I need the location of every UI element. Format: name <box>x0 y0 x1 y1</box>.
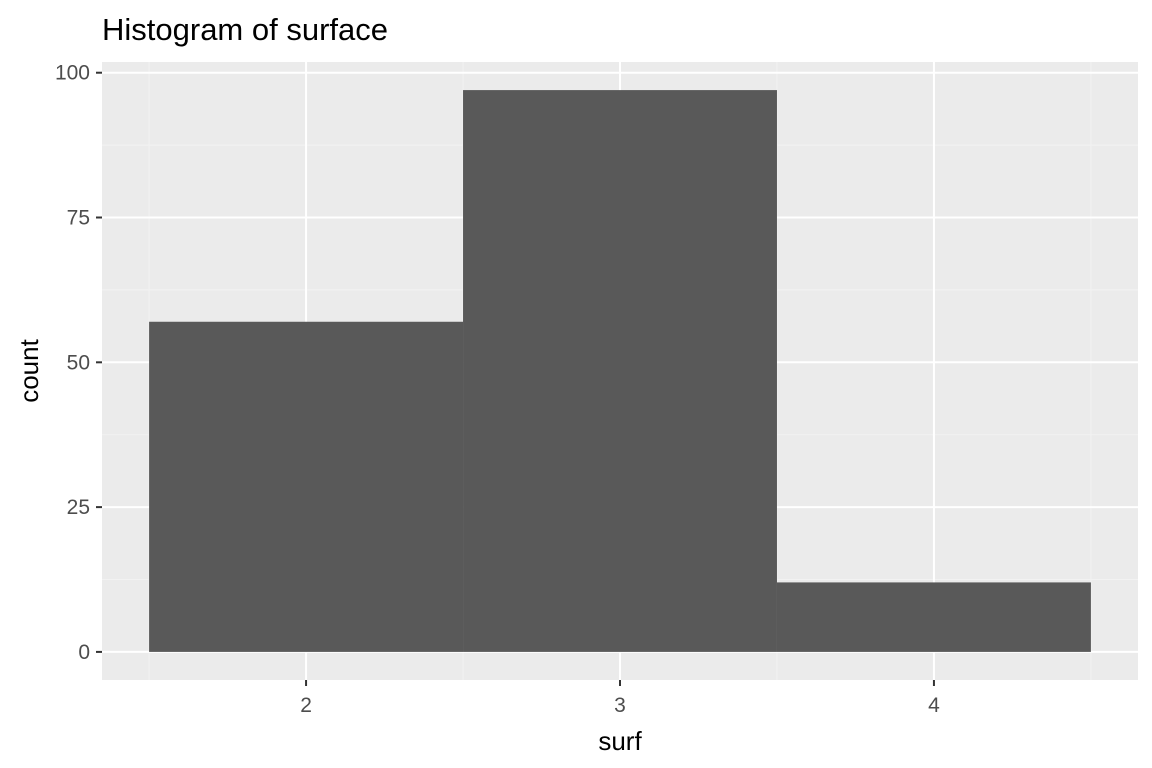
histogram-bar-3 <box>776 582 1091 652</box>
y-tick-label: 100 <box>55 62 90 85</box>
y-tick-label: 50 <box>67 351 90 374</box>
y-tick-label: 25 <box>67 496 90 519</box>
x-axis: 2 3 4 <box>300 680 940 717</box>
x-tick-label: 4 <box>928 694 940 717</box>
histogram-bar-2 <box>463 90 777 652</box>
y-tick-label: 75 <box>67 207 90 230</box>
y-axis: 0 25 50 75 100 <box>55 62 102 664</box>
x-axis-title: surf <box>598 726 642 756</box>
histogram-bar-1 <box>149 321 464 652</box>
y-tick-label: 0 <box>78 641 90 664</box>
x-tick-label: 3 <box>614 694 626 717</box>
y-axis-title: count <box>14 338 44 402</box>
histogram-bars <box>149 90 1091 652</box>
chart-title: Histogram of surface <box>102 12 388 47</box>
x-tick-label: 2 <box>300 694 312 717</box>
